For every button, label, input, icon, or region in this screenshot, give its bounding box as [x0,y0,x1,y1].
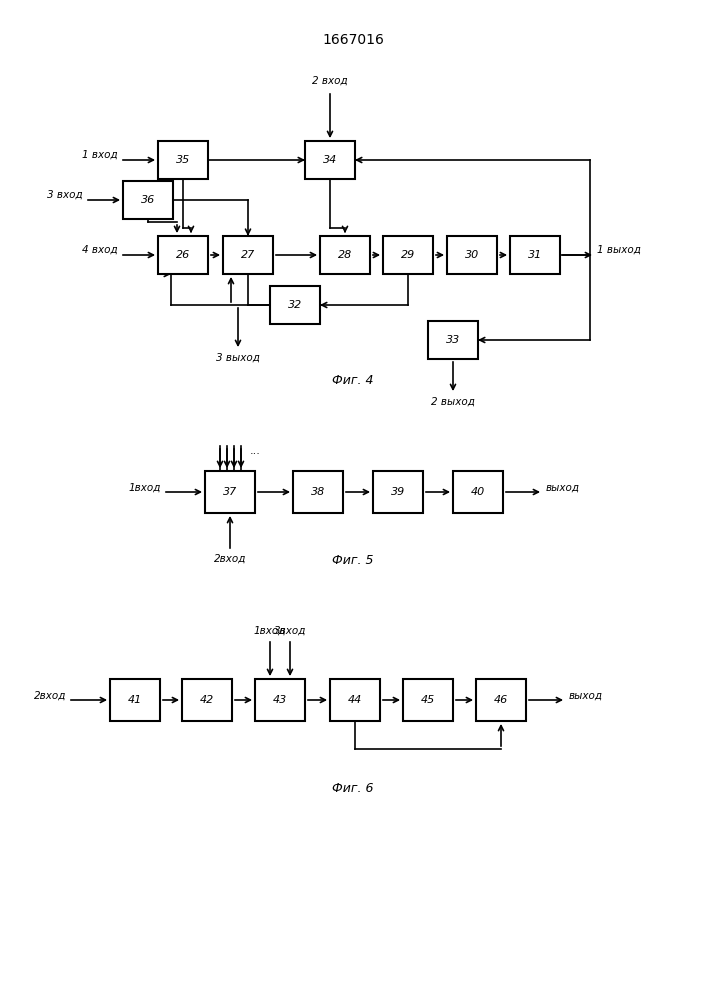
Bar [223,236,273,274]
Text: 41: 41 [128,695,142,705]
Text: 38: 38 [311,487,325,497]
Text: 3вход: 3вход [274,626,306,636]
Text: 33: 33 [446,335,460,345]
Bar [373,471,423,513]
Text: 3 вход: 3 вход [47,190,83,200]
Bar [428,321,478,359]
Bar [270,286,320,324]
Text: 44: 44 [348,695,362,705]
Text: 37: 37 [223,487,237,497]
Text: 34: 34 [323,155,337,165]
Bar [383,236,433,274]
Text: 1вход: 1вход [129,483,161,493]
Text: 3 выход: 3 выход [216,353,260,363]
Text: Фиг. 5: Фиг. 5 [332,554,374,566]
Text: 45: 45 [421,695,435,705]
Text: 1667016: 1667016 [322,33,384,47]
Text: ...: ... [250,446,261,456]
Text: 1 вход: 1 вход [83,150,118,160]
Text: 35: 35 [176,155,190,165]
Text: Фиг. 4: Фиг. 4 [332,373,374,386]
Text: 40: 40 [471,487,485,497]
Bar [293,471,343,513]
Text: 27: 27 [241,250,255,260]
Bar [158,141,208,179]
Bar [453,471,503,513]
Bar [510,236,560,274]
Bar [447,236,497,274]
Text: 2 выход: 2 выход [431,397,475,407]
Bar [110,679,160,721]
Bar [403,679,453,721]
Text: 2 вход: 2 вход [312,76,348,86]
Text: Фиг. 6: Фиг. 6 [332,782,374,794]
Text: 26: 26 [176,250,190,260]
Text: 28: 28 [338,250,352,260]
Text: 46: 46 [494,695,508,705]
Bar [330,679,380,721]
Text: 39: 39 [391,487,405,497]
Text: 2вход: 2вход [34,691,66,701]
Bar [205,471,255,513]
Text: 30: 30 [465,250,479,260]
Bar [123,181,173,219]
Text: выход: выход [569,691,603,701]
Text: 42: 42 [200,695,214,705]
Bar [305,141,355,179]
Text: 4 вход: 4 вход [83,245,118,255]
Bar [182,679,232,721]
Text: 1вход: 1вход [254,626,286,636]
Bar [476,679,526,721]
Text: 43: 43 [273,695,287,705]
Text: 32: 32 [288,300,302,310]
Text: 29: 29 [401,250,415,260]
Text: 31: 31 [528,250,542,260]
Bar [255,679,305,721]
Text: 1 выход: 1 выход [597,245,641,255]
Bar [320,236,370,274]
Text: 2вход: 2вход [214,554,246,564]
Text: 36: 36 [141,195,155,205]
Text: выход: выход [546,483,580,493]
Bar [158,236,208,274]
